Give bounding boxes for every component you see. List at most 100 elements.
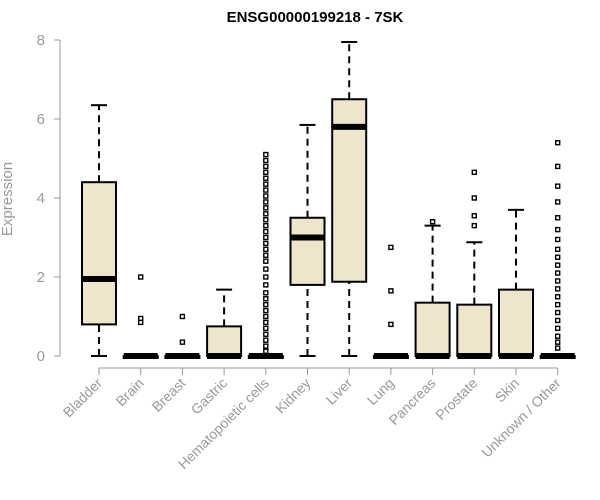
x-tick-label: Skin xyxy=(492,375,523,406)
outlier-point xyxy=(555,236,561,243)
outlier-point xyxy=(555,301,561,308)
outlier-point xyxy=(263,175,269,181)
outlier-point xyxy=(263,181,269,187)
outlier-point xyxy=(263,205,269,211)
outlier-point xyxy=(555,254,561,260)
y-tick-label: 2 xyxy=(37,269,45,286)
outlier-point xyxy=(555,339,561,345)
outlier-point xyxy=(263,151,269,158)
outlier-point xyxy=(555,286,561,292)
outlier-point xyxy=(263,307,269,314)
outlier-point xyxy=(263,246,269,253)
x-tick-label: Kidney xyxy=(272,375,314,417)
box-iqr xyxy=(498,288,534,358)
outlier-point xyxy=(388,244,394,251)
outlier-point xyxy=(263,163,269,170)
y-tick-label: 4 xyxy=(37,190,45,207)
outlier-point xyxy=(555,345,561,351)
outlier-point xyxy=(263,157,269,164)
outlier-point xyxy=(429,218,436,225)
outlier-point xyxy=(555,325,561,332)
box-lung xyxy=(372,244,409,359)
outlier-point xyxy=(263,325,269,332)
y-tick-label: 8 xyxy=(37,32,45,49)
outlier-point xyxy=(263,187,269,193)
outlier-point xyxy=(555,333,561,339)
outlier-point xyxy=(179,339,186,345)
box-iqr xyxy=(206,325,243,357)
outlier-point xyxy=(137,319,144,326)
x-tick-label: Prostate xyxy=(432,375,480,423)
box-brain xyxy=(122,274,159,359)
box-iqr xyxy=(289,216,326,286)
box-iqr xyxy=(81,181,117,326)
outlier-point xyxy=(263,199,269,205)
y-axis-label: Expression xyxy=(0,162,16,236)
outlier-point xyxy=(263,282,269,288)
y-axis: 0 2 4 6 8 xyxy=(37,32,61,365)
outlier-point xyxy=(263,228,269,235)
x-tick-label: Unknown / Other xyxy=(478,375,564,461)
chart-title: ENSG00000199218 - 7SK xyxy=(227,9,404,26)
outlier-point xyxy=(471,213,477,219)
outlier-point xyxy=(263,211,269,217)
box-iqr xyxy=(414,301,451,357)
outlier-point xyxy=(263,266,269,272)
outlier-point xyxy=(263,234,269,241)
outlier-point xyxy=(263,348,269,354)
outlier-point xyxy=(471,222,477,229)
box-unknown-other xyxy=(539,139,576,359)
outlier-point xyxy=(555,294,561,300)
outlier-point xyxy=(555,270,561,276)
x-tick-label: Bladder xyxy=(60,375,106,421)
outlier-point xyxy=(555,226,561,233)
outlier-point xyxy=(555,199,561,205)
outlier-point xyxy=(388,321,394,328)
box-skin xyxy=(498,208,534,359)
outlier-point xyxy=(179,313,186,320)
box-pancreas xyxy=(414,218,451,359)
outlier-point xyxy=(137,274,144,280)
outlier-point xyxy=(471,169,477,176)
outlier-point xyxy=(263,319,269,326)
outlier-point xyxy=(263,313,269,320)
outlier-point xyxy=(263,252,269,258)
box-iqr xyxy=(456,303,493,357)
outlier-point xyxy=(263,240,269,247)
outlier-point xyxy=(555,139,561,146)
box-liver xyxy=(331,40,368,357)
boxes-group xyxy=(81,40,576,359)
outlier-point xyxy=(263,274,269,280)
box-breast xyxy=(164,313,201,359)
outlier-point xyxy=(555,215,561,221)
outlier-point xyxy=(263,169,269,176)
x-tick-label: Brain xyxy=(112,375,146,409)
outlier-point xyxy=(263,222,269,229)
outlier-point xyxy=(388,288,394,294)
outlier-point xyxy=(555,262,561,268)
outlier-point xyxy=(555,163,561,170)
box-hematopoietic-cells xyxy=(247,151,284,359)
x-tick-label: Liver xyxy=(323,375,356,408)
outlier-point xyxy=(555,246,561,253)
outlier-point xyxy=(263,258,269,264)
outlier-point xyxy=(471,195,477,201)
outlier-point xyxy=(555,309,561,316)
outlier-point xyxy=(263,296,269,302)
outlier-point xyxy=(263,343,269,349)
x-tick-label: Lung xyxy=(364,375,397,408)
outlier-point xyxy=(263,290,269,296)
outlier-point xyxy=(263,337,269,343)
outlier-point xyxy=(555,183,561,189)
box-gastric xyxy=(206,288,243,359)
outlier-point xyxy=(263,217,269,223)
outlier-point xyxy=(263,301,269,308)
outlier-point xyxy=(263,331,269,337)
outlier-point xyxy=(555,278,561,284)
y-tick-label: 6 xyxy=(37,111,45,128)
y-tick-label: 0 xyxy=(37,348,45,365)
box-prostate xyxy=(456,169,493,359)
outlier-point xyxy=(555,317,561,324)
